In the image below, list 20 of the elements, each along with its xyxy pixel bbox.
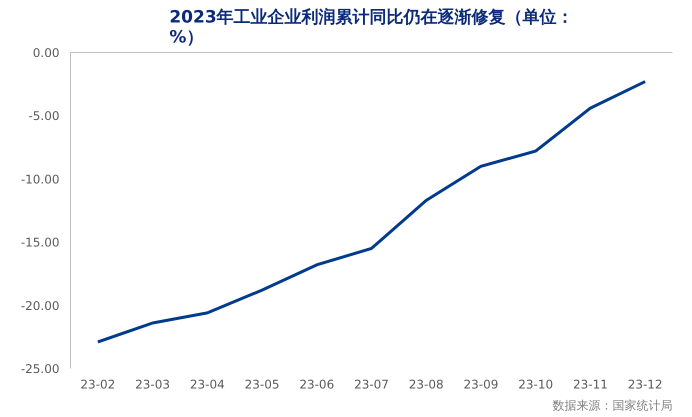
x-tick-label: 23-03: [135, 378, 170, 392]
y-tick-label: -25.00: [20, 362, 60, 376]
x-tick-label: 23-11: [572, 378, 608, 392]
y-tick-label: -5.00: [28, 109, 60, 124]
y-tick-label: -10.00: [20, 172, 60, 186]
x-tick-label: 23-07: [354, 378, 389, 392]
x-tick-label: 23-10: [518, 378, 554, 392]
y-tick-label: -15.00: [20, 236, 60, 250]
chart-title: 2023年工业企业利润累计同比仍在逐渐修复（单位：%）: [169, 8, 574, 48]
x-tick-label: 23-04: [190, 378, 225, 392]
x-tick-label: 23-09: [464, 378, 498, 392]
x-tick-label: 23-02: [80, 378, 116, 392]
x-tick-label: 23-08: [408, 378, 444, 392]
source-note: 数据来源：国家统计局: [552, 398, 672, 412]
x-tick-label: 23-06: [299, 378, 334, 392]
x-tick-label: 23-12: [628, 378, 663, 392]
y-tick-label: 0.00: [32, 46, 60, 60]
x-tick-label: 23-05: [244, 378, 280, 392]
line-series: [96, 80, 647, 344]
y-tick-label: -20.00: [20, 298, 60, 313]
